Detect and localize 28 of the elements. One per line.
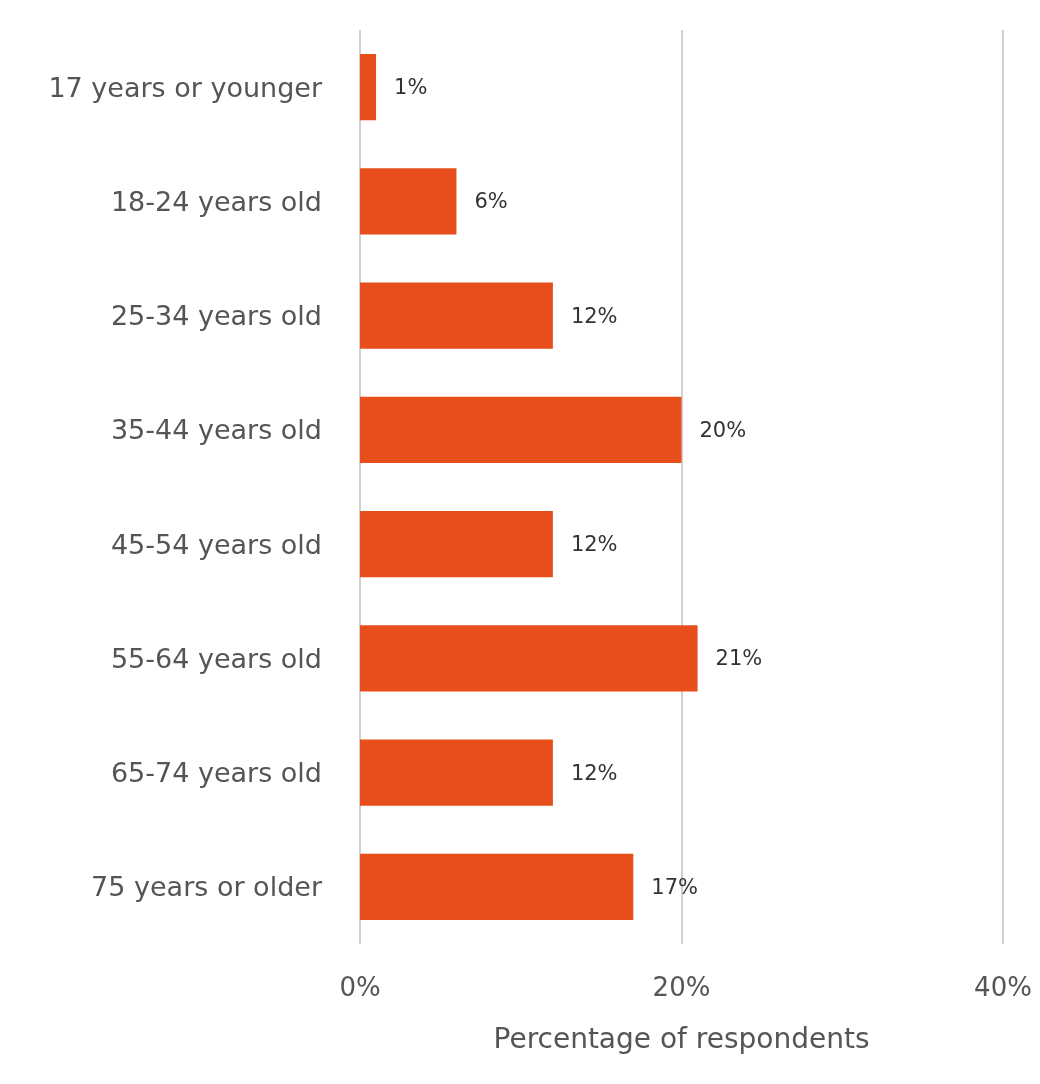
data-label: 1% (394, 75, 428, 100)
data-label: 12% (570, 303, 618, 328)
data-label: 12% (570, 760, 618, 785)
y-tick-label: 17 years or younger (48, 71, 323, 103)
bar (360, 739, 553, 806)
data-label: 6% (474, 189, 508, 214)
data-label: 12% (570, 532, 618, 557)
bar (360, 853, 634, 921)
data-label: 20% (699, 417, 747, 442)
data-label: 21% (715, 646, 763, 671)
x-tick-label: 20% (652, 972, 711, 1002)
bar (360, 282, 553, 349)
y-tick-label: 45-54 years old (110, 528, 322, 560)
bar (360, 396, 682, 464)
y-tick-label: 35-44 years old (110, 414, 322, 446)
y-tick-label: 18-24 years old (110, 185, 322, 217)
bar (360, 510, 553, 578)
y-tick-label: 75 years or older (91, 871, 323, 903)
x-tick-label: 40% (974, 972, 1032, 1002)
y-tick-label: 65-74 years old (110, 757, 322, 789)
data-label: 17% (651, 874, 698, 899)
x-tick-label: 0% (339, 972, 381, 1002)
bar (360, 53, 377, 121)
y-tick-label: 55-64 years old (110, 642, 322, 674)
bar (360, 168, 457, 235)
x-axis-title: Percentage of respondents (493, 1021, 870, 1055)
y-tick-label: 25-34 years old (110, 300, 322, 332)
bar (360, 625, 698, 692)
